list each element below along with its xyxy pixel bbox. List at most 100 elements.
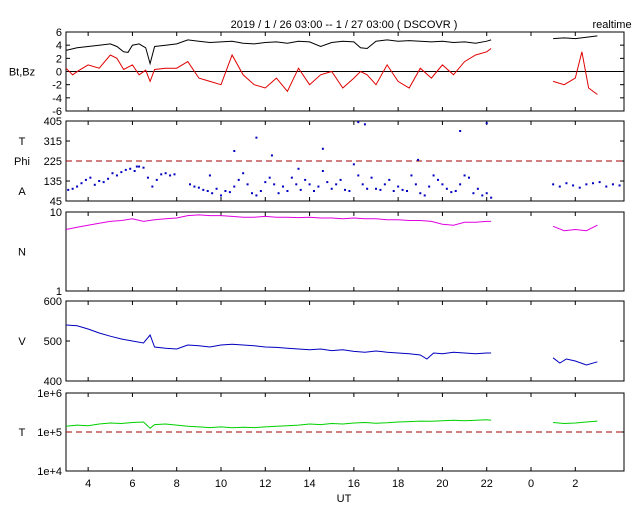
data-point bbox=[270, 154, 273, 157]
data-point bbox=[348, 190, 351, 192]
y-axis-label: V bbox=[18, 336, 26, 348]
data-point bbox=[246, 183, 249, 186]
data-point bbox=[120, 171, 123, 174]
y-tick-label: 600 bbox=[44, 296, 62, 308]
x-tick-label: 6 bbox=[129, 478, 135, 490]
data-point bbox=[618, 184, 621, 187]
data-point bbox=[472, 192, 475, 195]
data-point bbox=[445, 187, 448, 190]
series-line-density-0 bbox=[65, 214, 598, 232]
data-point bbox=[290, 176, 293, 179]
data-point bbox=[89, 176, 92, 179]
y-tick-label: 45 bbox=[50, 196, 62, 208]
data-point bbox=[485, 122, 488, 125]
x-tick-label: 14 bbox=[303, 478, 315, 490]
series-line-temperature-0 bbox=[65, 419, 598, 429]
data-point bbox=[414, 183, 417, 186]
data-point bbox=[605, 185, 608, 188]
data-point bbox=[375, 187, 377, 190]
data-point bbox=[370, 176, 373, 179]
data-point bbox=[611, 183, 614, 186]
y-tick-label: 1e+5 bbox=[37, 427, 62, 439]
data-point bbox=[264, 181, 267, 184]
data-point bbox=[344, 188, 346, 191]
data-point bbox=[124, 168, 127, 171]
data-point bbox=[335, 183, 338, 186]
data-point bbox=[151, 185, 154, 188]
y-axis-label: A bbox=[18, 186, 26, 198]
data-point bbox=[552, 183, 555, 186]
data-point bbox=[432, 174, 435, 177]
data-point bbox=[251, 192, 253, 195]
panels: -6-4-20246Bt,Bz45135225315405TPhiA110N40… bbox=[9, 27, 625, 490]
y-axis-label: Bt,Bz bbox=[9, 67, 35, 79]
data-point bbox=[208, 174, 211, 177]
data-point bbox=[485, 192, 488, 195]
data-point bbox=[572, 184, 575, 187]
y-tick-label: 2 bbox=[56, 53, 62, 65]
series-line-velocity-0 bbox=[65, 324, 598, 366]
x-tick-label: 16 bbox=[348, 478, 360, 490]
data-point bbox=[578, 186, 581, 189]
data-point bbox=[401, 188, 404, 191]
y-tick-label: -2 bbox=[52, 80, 62, 92]
panel-density: 1 10 N bbox=[18, 207, 625, 298]
data-point bbox=[304, 178, 307, 181]
data-point bbox=[321, 147, 324, 150]
data-point bbox=[308, 183, 311, 186]
y-tick-label: 315 bbox=[44, 136, 62, 148]
x-tick-label: 0 bbox=[528, 478, 534, 490]
y-axis-label: N bbox=[18, 247, 26, 259]
data-point bbox=[419, 192, 422, 195]
data-point bbox=[481, 194, 484, 197]
panel-bt-bz: -6-4-20 246 Bt,Bz bbox=[9, 27, 625, 118]
data-point bbox=[135, 165, 138, 168]
data-point bbox=[352, 163, 355, 166]
data-point bbox=[115, 174, 118, 177]
y-tick-label: 4 bbox=[56, 40, 62, 52]
panel-frame bbox=[65, 211, 625, 292]
data-point bbox=[406, 190, 408, 192]
x-tick-label: 8 bbox=[174, 478, 180, 490]
data-point bbox=[598, 181, 601, 184]
data-point bbox=[80, 182, 83, 185]
data-point bbox=[237, 178, 240, 181]
x-tick-label: 12 bbox=[259, 478, 271, 490]
data-point bbox=[76, 185, 79, 188]
data-point bbox=[84, 178, 87, 181]
y-axis-label: T bbox=[19, 427, 26, 439]
data-point bbox=[357, 121, 360, 124]
data-point bbox=[277, 192, 280, 195]
data-point bbox=[437, 178, 439, 181]
data-point bbox=[138, 165, 141, 168]
data-point bbox=[169, 174, 172, 177]
y-axis-label: Phi bbox=[14, 156, 30, 168]
data-point bbox=[558, 185, 561, 188]
y-tick-label: 1 bbox=[56, 286, 62, 298]
data-point bbox=[423, 194, 426, 197]
data-point bbox=[490, 196, 493, 199]
data-point bbox=[295, 183, 298, 186]
data-point bbox=[206, 190, 209, 192]
data-point bbox=[211, 192, 214, 195]
data-point bbox=[233, 185, 236, 188]
x-tick-label: 2 bbox=[572, 478, 578, 490]
data-point bbox=[133, 170, 136, 172]
data-point bbox=[93, 183, 96, 186]
data-point bbox=[202, 188, 205, 191]
panel-temperature: 1e+4 1e+5 1e+6 T bbox=[19, 388, 625, 478]
data-point bbox=[197, 186, 200, 189]
data-point bbox=[468, 176, 470, 179]
data-point bbox=[321, 170, 324, 172]
data-point bbox=[441, 183, 444, 186]
data-point bbox=[155, 178, 158, 181]
data-point bbox=[164, 172, 167, 175]
y-tick-label: 1e+6 bbox=[37, 388, 62, 400]
y-tick-label: -4 bbox=[52, 93, 62, 105]
data-point bbox=[330, 187, 333, 190]
data-point bbox=[565, 182, 568, 185]
realtime-badge: realtime bbox=[592, 19, 631, 31]
data-point bbox=[299, 188, 302, 191]
y-tick-label: 400 bbox=[44, 376, 62, 388]
